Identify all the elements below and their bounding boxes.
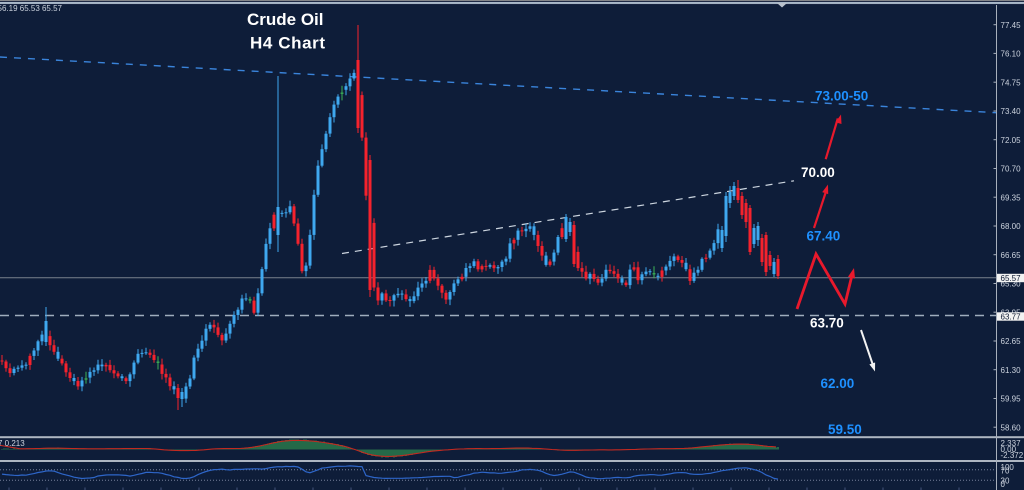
- svg-text:56.19 65.53 65.57: 56.19 65.53 65.57: [0, 4, 63, 13]
- svg-text:73.00-50: 73.00-50: [815, 89, 868, 104]
- svg-text:58.60: 58.60: [1001, 423, 1022, 432]
- svg-text:72.05: 72.05: [1001, 136, 1022, 145]
- svg-text:77.45: 77.45: [1001, 21, 1022, 30]
- svg-text:62.00: 62.00: [821, 376, 855, 391]
- svg-text:76.10: 76.10: [1001, 50, 1022, 59]
- svg-text:74.75: 74.75: [1001, 78, 1022, 87]
- svg-text:70.00: 70.00: [801, 165, 835, 180]
- svg-text:30: 30: [1001, 477, 1010, 486]
- svg-text:59.95: 59.95: [1001, 395, 1022, 404]
- svg-text:70.70: 70.70: [1001, 165, 1022, 174]
- svg-text:69.35: 69.35: [1001, 193, 1022, 202]
- svg-text:100: 100: [1001, 463, 1015, 472]
- svg-text:62.65: 62.65: [1001, 337, 1022, 346]
- svg-text:63.77: 63.77: [1001, 312, 1022, 321]
- svg-text:2.337: 2.337: [1001, 439, 1022, 448]
- svg-text:65.57: 65.57: [1001, 274, 1022, 283]
- svg-text:0.00: 0.00: [1001, 445, 1017, 454]
- svg-text:61.30: 61.30: [1001, 366, 1022, 375]
- svg-text:73.40: 73.40: [1001, 107, 1022, 116]
- svg-text:Crude Oil: Crude Oil: [247, 10, 324, 29]
- svg-text:7 0.213: 7 0.213: [0, 439, 25, 448]
- svg-text:H4 Chart: H4 Chart: [250, 33, 326, 52]
- svg-text:63.70: 63.70: [810, 316, 844, 331]
- svg-text:65.30: 65.30: [1001, 280, 1022, 289]
- svg-text:70: 70: [1001, 467, 1010, 476]
- svg-text:68.00: 68.00: [1001, 222, 1022, 231]
- svg-text:59.50: 59.50: [828, 422, 862, 437]
- svg-text:-2.372: -2.372: [1001, 451, 1024, 460]
- svg-text:0: 0: [1001, 480, 1006, 489]
- svg-text:66.65: 66.65: [1001, 251, 1022, 260]
- svg-text:67.40: 67.40: [807, 229, 841, 244]
